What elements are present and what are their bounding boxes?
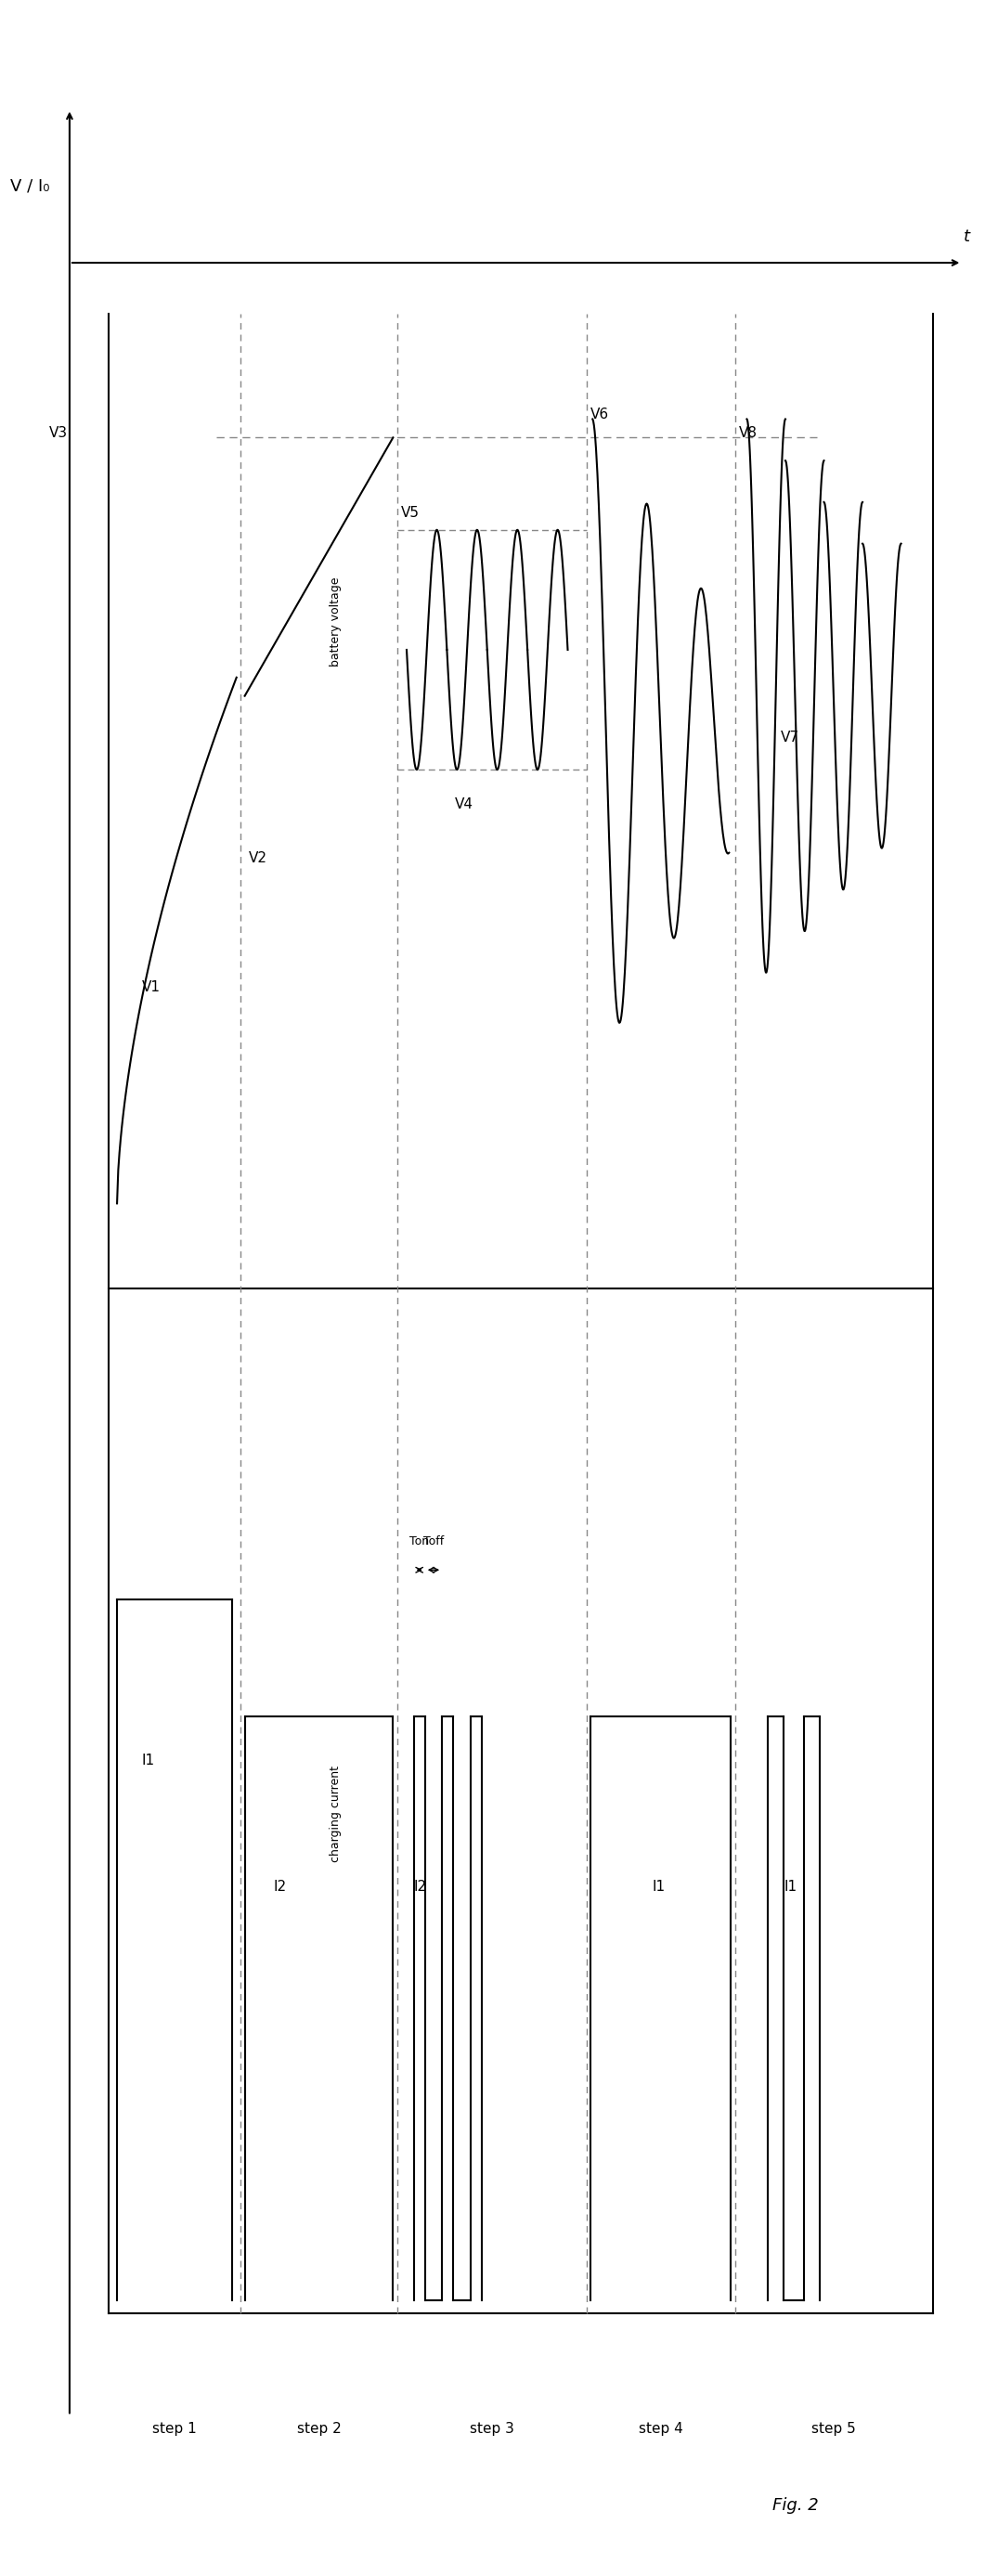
Text: step 4: step 4 — [639, 2421, 683, 2434]
Text: step 5: step 5 — [811, 2421, 856, 2434]
Text: I1: I1 — [653, 1880, 666, 1893]
Text: charging current: charging current — [329, 1765, 341, 1862]
Text: V7: V7 — [780, 732, 798, 744]
Text: I1: I1 — [142, 1754, 155, 1767]
Text: t: t — [964, 229, 970, 245]
Text: step 2: step 2 — [296, 2421, 341, 2434]
Text: V2: V2 — [249, 850, 267, 866]
Text: battery voltage: battery voltage — [329, 577, 341, 667]
Text: V5: V5 — [401, 505, 420, 520]
Text: step 3: step 3 — [470, 2421, 514, 2434]
Text: V4: V4 — [455, 796, 473, 811]
Text: I2: I2 — [273, 1880, 286, 1893]
Text: V6: V6 — [591, 407, 610, 422]
Text: V3: V3 — [49, 428, 68, 440]
Text: V / I₀: V / I₀ — [11, 178, 50, 193]
Text: V1: V1 — [142, 979, 161, 994]
Text: Toff: Toff — [423, 1535, 444, 1548]
Text: I2: I2 — [413, 1880, 427, 1893]
Text: I1: I1 — [784, 1880, 797, 1893]
Text: Ton: Ton — [409, 1535, 429, 1548]
Text: Fig. 2: Fig. 2 — [772, 2496, 818, 2514]
Text: V8: V8 — [740, 428, 757, 440]
Text: step 1: step 1 — [153, 2421, 197, 2434]
